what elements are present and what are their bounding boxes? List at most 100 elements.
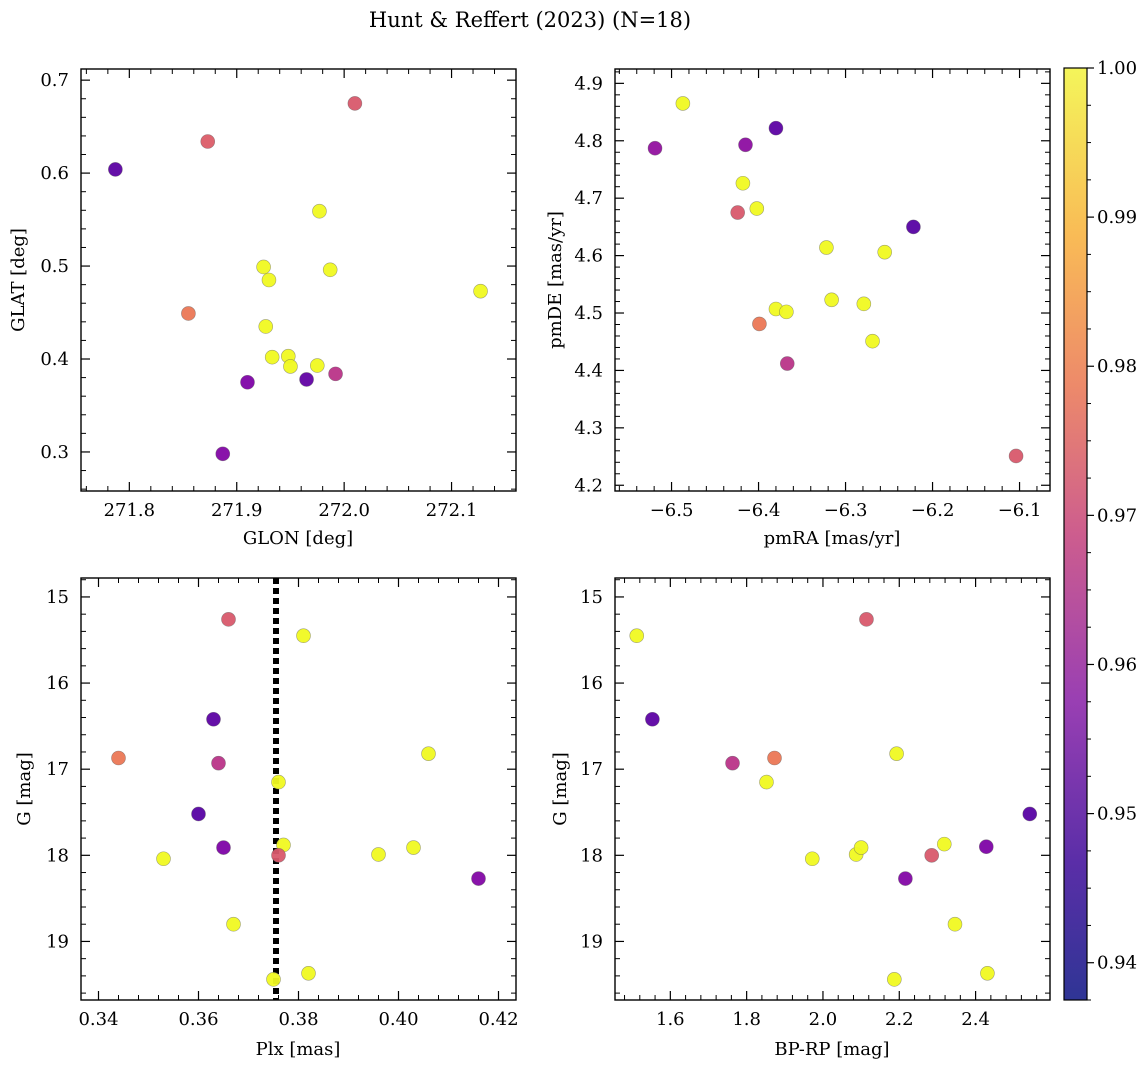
pmra-pmde-point bbox=[877, 244, 893, 260]
colorbar-tick-label: 0.96 bbox=[1097, 654, 1137, 675]
glon-glat-point bbox=[215, 446, 231, 462]
bprp-g-ytick-label: 15 bbox=[580, 587, 603, 608]
glon-glat-point bbox=[473, 283, 488, 299]
bprp-g-point bbox=[725, 755, 740, 771]
glon-glat-point bbox=[312, 203, 327, 219]
pmra-axis-label: pmRA [mas/yr] bbox=[764, 528, 901, 549]
g-axis-label-right: G [mag] bbox=[550, 752, 571, 825]
pmra-pmde-point bbox=[865, 333, 880, 349]
bprp-g-ytick-label: 16 bbox=[580, 673, 603, 694]
plx-g-point bbox=[471, 871, 486, 886]
bprp-axis-label: BP-RP [mag] bbox=[774, 1039, 889, 1060]
glon-glat-point bbox=[261, 272, 277, 288]
pmra-pmde-xtick-label: −6.2 bbox=[911, 500, 955, 521]
plx-g-point bbox=[371, 847, 386, 862]
plx-g-point bbox=[156, 851, 171, 867]
glon-glat-point bbox=[108, 162, 123, 177]
plx-g-point bbox=[266, 972, 281, 987]
glon-glat-xtick-label: 272.1 bbox=[426, 500, 478, 521]
bprp-g-point bbox=[898, 871, 913, 886]
pmra-pmde-point bbox=[1008, 448, 1024, 464]
pmra-pmde-ytick-label: 4.2 bbox=[574, 475, 603, 496]
pmde-axis-label: pmDE [mas/yr] bbox=[545, 211, 566, 349]
bprp-g-xtick-label: 2.0 bbox=[809, 1009, 838, 1030]
colorbar-frame bbox=[1063, 67, 1088, 1001]
plx-g-ytick-label: 18 bbox=[46, 845, 69, 866]
glon-glat-point bbox=[181, 306, 196, 321]
bprp-g-xtick-label: 1.6 bbox=[656, 1009, 685, 1030]
glon-glat-ytick-label: 0.5 bbox=[40, 256, 69, 277]
bprp-g-point bbox=[978, 839, 994, 855]
glon-glat-point bbox=[264, 349, 280, 365]
colorbar-tick-label: 0.94 bbox=[1097, 953, 1137, 974]
plx-g-ytick-label: 19 bbox=[46, 931, 69, 952]
panel-pmra-pmde: −6.5 −6.4 −6.3 −6.2 −6.1 4.2 4.3 4.4 4.5 4.6 4.7 4.… bbox=[545, 68, 1051, 549]
glon-glat-xtick-label: 271.8 bbox=[104, 500, 156, 521]
pmra-pmde-xtick-label: −6.5 bbox=[650, 500, 694, 521]
pmra-pmde-point bbox=[824, 292, 839, 308]
bprp-g-xtick-label: 1.8 bbox=[732, 1009, 761, 1030]
colorbar-tick-label: 0.98 bbox=[1097, 356, 1137, 377]
pmra-pmde-point bbox=[779, 356, 795, 371]
pmra-pmde-point bbox=[752, 316, 767, 332]
glon-glat-xtick-label: 272.0 bbox=[318, 500, 370, 521]
plx-g-axes-frame bbox=[80, 577, 517, 1001]
pmra-pmde-ticks: −6.5 −6.4 −6.3 −6.2 −6.1 4.2 4.3 4.4 4.5 4.6 4.7 4.… bbox=[574, 69, 1050, 521]
colorbar: 0.94 0.95 0.96 0.97 0.98 0.99 1.00 bbox=[1063, 58, 1137, 1001]
bprp-g-point bbox=[645, 711, 660, 727]
glon-glat-ticks: 271.8 271.9 272.0 272.1 0.3 0.4 0.5 0.6 0.7 bbox=[40, 69, 517, 521]
g-axis-label-left: G [mag] bbox=[14, 752, 35, 825]
pmra-pmde-point bbox=[738, 137, 753, 153]
pmra-pmde-ytick-label: 4.4 bbox=[574, 360, 603, 381]
pmra-pmde-points bbox=[647, 96, 1024, 464]
glon-glat-point bbox=[283, 359, 298, 374]
colorbar-tick-label: 0.99 bbox=[1097, 207, 1137, 228]
bprp-g-point bbox=[924, 848, 940, 863]
glat-axis-label: GLAT [deg] bbox=[8, 228, 29, 332]
bprp-g-xtick-label: 2.4 bbox=[961, 1009, 990, 1030]
bprp-g-point bbox=[859, 612, 874, 627]
glon-glat-point bbox=[256, 259, 271, 275]
plx-g-point bbox=[211, 755, 226, 771]
plx-g-points bbox=[111, 578, 486, 1000]
bprp-g-point bbox=[889, 746, 904, 761]
plx-g-point bbox=[301, 966, 316, 981]
bprp-g-xtick-label: 2.2 bbox=[885, 1009, 914, 1030]
pmra-pmde-point bbox=[819, 240, 834, 255]
pmra-pmde-point bbox=[647, 140, 663, 156]
plx-axis-label: Plx [mas] bbox=[256, 1039, 341, 1060]
plx-g-ytick-label: 15 bbox=[46, 587, 69, 608]
plx-g-xtick-label: 0.34 bbox=[78, 1009, 118, 1030]
pmra-pmde-point bbox=[768, 120, 784, 136]
plx-g-xtick-label: 0.38 bbox=[278, 1009, 318, 1030]
glon-glat-ytick-label: 0.3 bbox=[40, 442, 69, 463]
bprp-g-point bbox=[980, 966, 995, 981]
bprp-g-axes-frame bbox=[614, 577, 1051, 1001]
pmra-pmde-ytick-label: 4.7 bbox=[574, 188, 603, 209]
bprp-g-ytick-label: 17 bbox=[580, 759, 603, 780]
panel-bprp-g: 1.6 1.8 2.0 2.2 2.4 15 16 17 18 19 BP-RP [mag] G … bbox=[550, 577, 1051, 1060]
pmra-pmde-point bbox=[779, 304, 794, 320]
plx-g-point bbox=[421, 746, 436, 761]
pmra-pmde-point bbox=[856, 296, 872, 312]
colorbar-tick-label: 0.97 bbox=[1097, 505, 1137, 526]
pmra-pmde-xtick-label: −6.3 bbox=[824, 500, 868, 521]
plx-g-point bbox=[191, 806, 206, 822]
colorbar-tick-label: 1.00 bbox=[1097, 58, 1137, 79]
glon-glat-ytick-label: 0.4 bbox=[40, 349, 69, 370]
bprp-g-ytick-label: 18 bbox=[580, 845, 603, 866]
plx-g-point bbox=[296, 628, 311, 644]
plx-g-xtick-label: 0.40 bbox=[378, 1009, 418, 1030]
colorbar-tick-label: 0.95 bbox=[1097, 804, 1137, 825]
colorbar-gradient bbox=[1064, 68, 1087, 1000]
plx-g-point bbox=[111, 750, 126, 766]
plx-g-point bbox=[221, 612, 236, 627]
plx-g-ytick-label: 16 bbox=[46, 673, 69, 694]
pmra-pmde-ytick-label: 4.6 bbox=[574, 246, 603, 267]
glon-glat-point bbox=[299, 372, 314, 387]
pmra-pmde-axes-frame bbox=[614, 68, 1051, 492]
glon-glat-point bbox=[258, 319, 274, 334]
glon-glat-point bbox=[200, 134, 216, 149]
bprp-g-point bbox=[887, 972, 902, 987]
pmra-pmde-xtick-label: −6.4 bbox=[737, 500, 781, 521]
